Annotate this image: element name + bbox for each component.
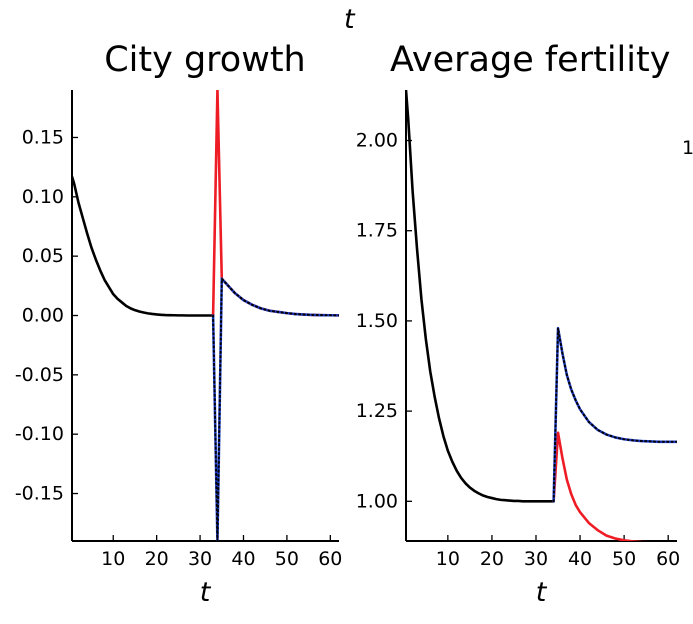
average-fertility-x-axis-label: t	[536, 577, 548, 608]
city-growth-series-line	[72, 175, 215, 317]
average-fertility-series-line	[406, 90, 555, 503]
average-fertility-xtick-label: 30	[524, 548, 548, 570]
city-growth-ytick-label: 0.00	[22, 305, 64, 327]
average-fertility-ytick-label: 1.75	[356, 220, 398, 242]
average-fertility-title: Average fertility	[390, 40, 670, 80]
average-fertility-xtick-label: 50	[612, 548, 636, 570]
clipped-right-label: 1	[682, 137, 693, 159]
city-growth-ytick-label: 0.10	[22, 186, 64, 208]
city-growth-xtick-label: 30	[188, 548, 212, 570]
average-fertility-ytick-label: 1.25	[356, 400, 398, 422]
city-growth-title: City growth	[104, 40, 306, 80]
average-fertility-series-line	[552, 431, 648, 541]
average-fertility-series-line	[552, 327, 677, 503]
city-growth-ytick-label: 0.15	[22, 126, 64, 148]
city-growth-xtick-label: 20	[145, 548, 169, 570]
city-growth-series-line	[212, 277, 339, 541]
average-fertility-series-group	[406, 90, 677, 541]
average-fertility-xtick-label: 40	[568, 548, 592, 570]
city-growth-xtick-label: 60	[318, 548, 342, 570]
city-growth-x-axis-label: t	[200, 577, 212, 608]
average-fertility-panel: Average fertility 2.00 1.75 1.50 1.25 1.00 10 2…	[356, 40, 681, 608]
city-growth-ytick-label: -0.05	[15, 364, 64, 386]
city-growth-ytick-label: 0.05	[22, 245, 64, 267]
average-fertility-xtick-label: 20	[480, 548, 504, 570]
city-growth-xtick-label: 10	[101, 548, 125, 570]
city-growth-panel: City growth 0.15 0.10 0.05 0.00 -0.05 -0.10 -0.…	[15, 40, 343, 608]
average-fertility-ytick-label: 1.00	[356, 490, 398, 512]
city-growth-ytick-label: -0.10	[15, 423, 64, 445]
top-axis-label: t	[344, 4, 356, 35]
average-fertility-xtick-label: 10	[436, 548, 460, 570]
average-fertility-ytick-label: 1.50	[356, 310, 398, 332]
average-fertility-ytick-label: 2.00	[356, 130, 398, 152]
city-growth-series-group	[72, 90, 339, 541]
city-growth-xtick-label: 40	[231, 548, 255, 570]
average-fertility-xtick-label: 60	[656, 548, 680, 570]
city-growth-ytick-label: -0.15	[15, 483, 64, 505]
city-growth-xtick-label: 50	[275, 548, 299, 570]
